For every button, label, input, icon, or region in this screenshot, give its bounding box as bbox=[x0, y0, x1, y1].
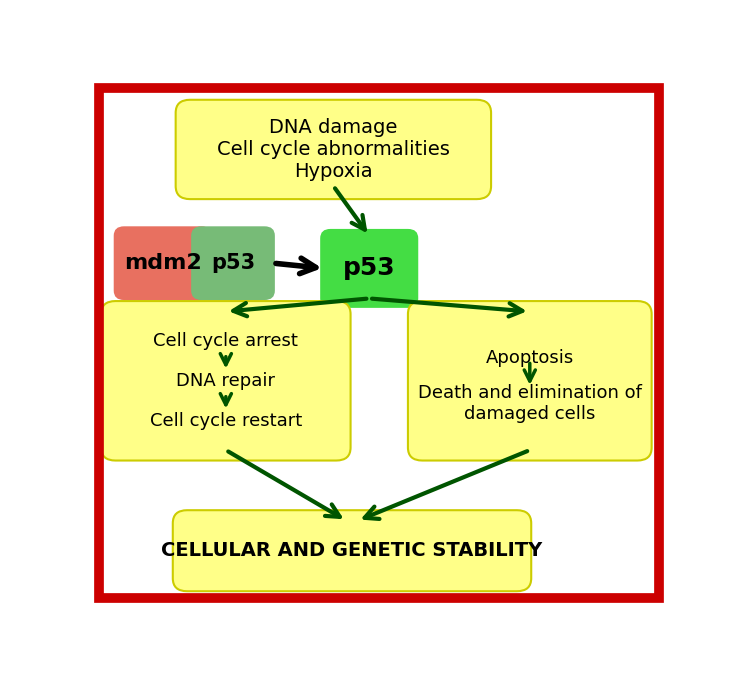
FancyBboxPatch shape bbox=[408, 301, 652, 460]
Text: Cell cycle restart: Cell cycle restart bbox=[149, 411, 302, 430]
FancyBboxPatch shape bbox=[101, 301, 351, 460]
Text: DNA damage: DNA damage bbox=[269, 118, 397, 137]
Text: mdm2: mdm2 bbox=[124, 253, 201, 273]
FancyBboxPatch shape bbox=[320, 229, 418, 308]
Text: Hypoxia: Hypoxia bbox=[294, 162, 373, 181]
Text: CELLULAR AND GENETIC STABILITY: CELLULAR AND GENETIC STABILITY bbox=[161, 541, 542, 560]
Text: Death and elimination of
damaged cells: Death and elimination of damaged cells bbox=[418, 384, 642, 423]
Text: Apoptosis: Apoptosis bbox=[485, 349, 574, 367]
Text: Cell cycle abnormalities: Cell cycle abnormalities bbox=[217, 140, 450, 159]
Text: p53: p53 bbox=[343, 257, 395, 280]
Text: p53: p53 bbox=[211, 253, 255, 273]
FancyBboxPatch shape bbox=[114, 226, 212, 300]
FancyBboxPatch shape bbox=[173, 510, 531, 591]
FancyBboxPatch shape bbox=[191, 226, 275, 300]
Text: Cell cycle arrest: Cell cycle arrest bbox=[153, 332, 298, 350]
FancyBboxPatch shape bbox=[175, 100, 491, 199]
Text: DNA repair: DNA repair bbox=[176, 372, 275, 390]
